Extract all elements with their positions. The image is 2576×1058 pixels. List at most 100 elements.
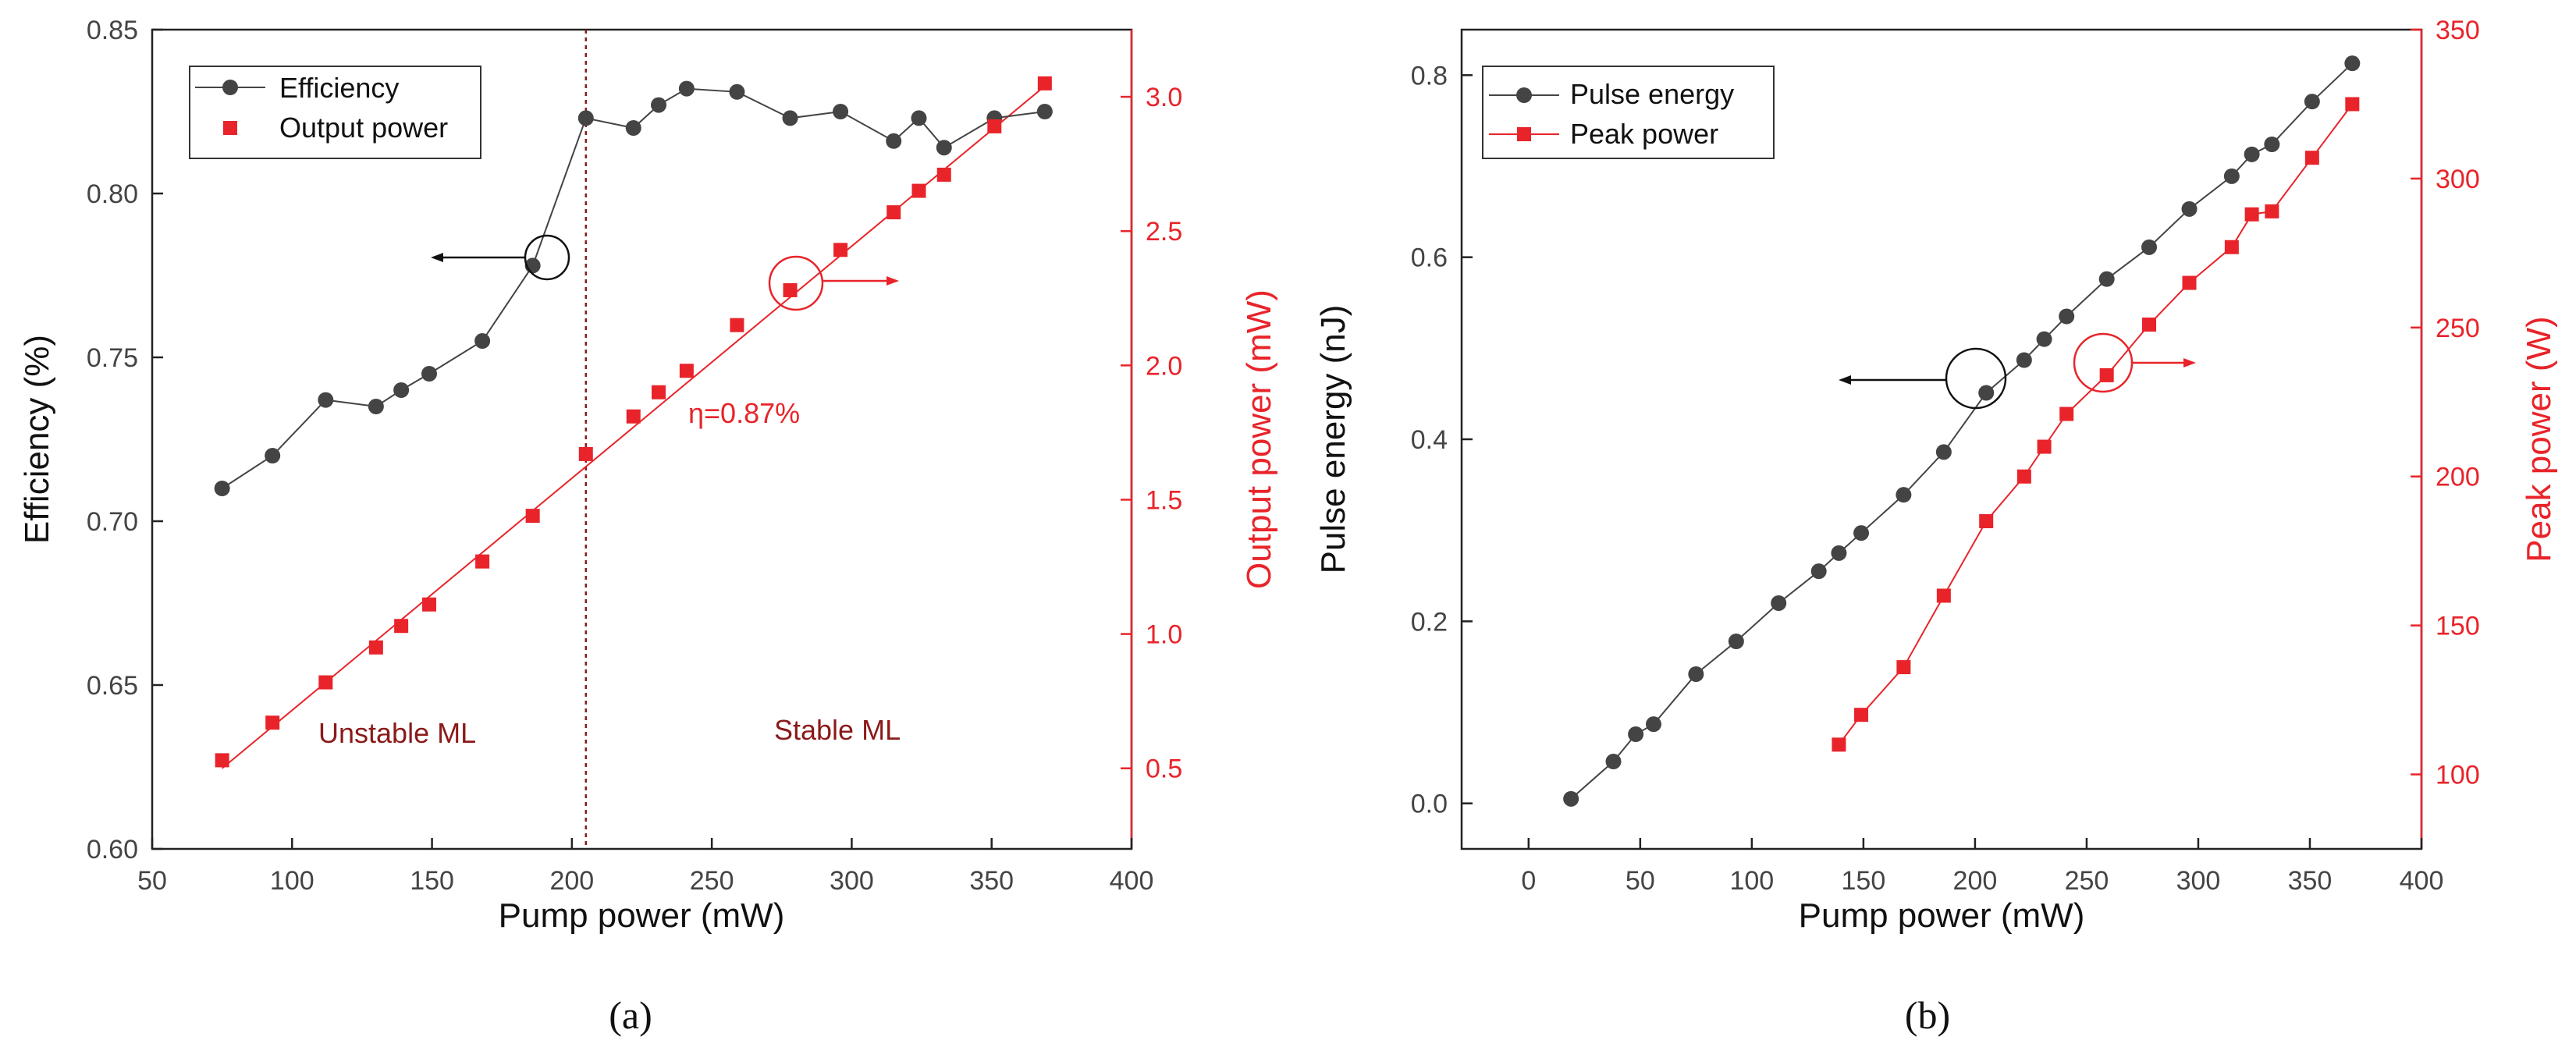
- data-point-output-power: [987, 119, 1002, 133]
- panel-b-y-ticks: 0.0 0.2 0.4 0.6 0.8: [1411, 61, 1473, 819]
- panel-a-legend-box: [189, 66, 481, 159]
- data-point-output-power: [578, 446, 593, 461]
- panel-a-efficiency-marker-circle: [524, 234, 570, 281]
- panel-b-left-arrow-head: [1839, 375, 1851, 385]
- data-point-pulse-energy: [1831, 545, 1847, 561]
- data-point-peak-power: [1854, 708, 1869, 722]
- x-tick-label: 50: [1626, 866, 1655, 896]
- data-point-pulse-energy: [2098, 271, 2115, 287]
- panel-a-y-axis-title: Efficiency (%): [18, 335, 56, 544]
- data-point-pulse-energy: [2223, 168, 2240, 184]
- data-point-pulse-energy: [1978, 385, 1995, 401]
- y2-tick-label: 100: [2436, 761, 2480, 790]
- panel-b-legend-box: [1482, 66, 1775, 159]
- data-point-pulse-energy: [1771, 595, 1787, 611]
- panel-b-caption: (b): [1905, 993, 1950, 1037]
- data-point-efficiency: [911, 110, 927, 126]
- data-point-efficiency: [474, 333, 491, 349]
- x-tick-label: 150: [1842, 866, 1886, 896]
- data-point-output-power: [368, 640, 383, 655]
- x-tick-label: 100: [1729, 866, 1774, 896]
- x-tick-label: 0: [1521, 866, 1536, 896]
- y2-tick-label: 1.5: [1146, 485, 1182, 515]
- y2-tick-label: 300: [2436, 165, 2480, 194]
- data-point-output-power: [730, 318, 744, 332]
- data-point-efficiency: [678, 80, 695, 97]
- data-point-pulse-energy: [2059, 308, 2075, 325]
- x-tick-label: 350: [969, 866, 1014, 896]
- panel-b-series: [1563, 55, 2361, 807]
- panel-a-legend-efficiency-label: Efficiency: [279, 72, 399, 104]
- data-point-efficiency: [651, 97, 667, 113]
- data-point-pulse-energy: [1605, 754, 1622, 769]
- data-point-peak-power: [2059, 407, 2074, 421]
- y-tick-label: 0.60: [87, 835, 138, 865]
- panel-b-y2-axis-title: Peak power (W): [2520, 316, 2558, 562]
- data-point-efficiency: [833, 104, 849, 119]
- data-point-pulse-energy: [2181, 201, 2198, 217]
- data-point-peak-power: [2304, 151, 2319, 165]
- y2-tick-label: 350: [2436, 16, 2480, 45]
- y-tick-label: 0.8: [1411, 61, 1448, 91]
- data-point-pulse-energy: [1853, 525, 1870, 541]
- data-point-efficiency: [393, 382, 410, 398]
- data-point-pulse-energy: [2016, 352, 2032, 368]
- data-point-peak-power: [2244, 207, 2259, 222]
- y-tick-label: 0.75: [87, 343, 138, 373]
- y2-tick-label: 200: [2436, 463, 2480, 492]
- panel-a: 50 100 150 200 250 300 350 400 0.60 0.65 0.70 0.75…: [18, 16, 1278, 1037]
- data-point-pulse-energy: [1935, 444, 1952, 460]
- data-point-output-power: [421, 597, 436, 612]
- data-point-output-power: [1037, 76, 1052, 91]
- data-point-peak-power: [2345, 97, 2360, 112]
- panel-a-legend-output-label: Output power: [279, 112, 448, 144]
- panel-b-x-ticks: 0 50 100 150 200 250 300 350 400: [1521, 838, 2443, 896]
- y2-tick-label: 250: [2436, 314, 2480, 343]
- data-point-pulse-energy: [1810, 563, 1827, 580]
- data-point-efficiency: [421, 366, 437, 382]
- panel-a-legend: Efficiency Output power: [189, 66, 481, 159]
- x-tick-label: 350: [2288, 866, 2333, 896]
- panel-b-legend-peak-marker: [1517, 127, 1531, 141]
- data-point-efficiency: [1036, 104, 1053, 119]
- x-tick-label: 100: [270, 866, 314, 896]
- panel-a-y2-axis-title: Output power (mW): [1240, 289, 1278, 589]
- y-tick-label: 0.0: [1411, 790, 1448, 819]
- panel-b-legend-energy-label: Pulse energy: [1570, 78, 1734, 110]
- data-point-efficiency: [368, 399, 384, 414]
- panel-b-y-axis-title: Pulse energy (nJ): [1314, 305, 1352, 574]
- data-point-pulse-energy: [2344, 55, 2361, 72]
- x-tick-label: 400: [1110, 866, 1154, 896]
- panel-a-stable-label: Stable ML: [774, 714, 901, 746]
- x-tick-label: 50: [137, 866, 167, 896]
- data-point-output-power: [911, 183, 926, 198]
- data-point-peak-power: [2037, 439, 2052, 454]
- x-tick-label: 250: [2065, 866, 2109, 896]
- panel-a-series: [214, 76, 1053, 768]
- data-point-pulse-energy: [1688, 666, 1704, 682]
- data-point-output-power: [394, 619, 409, 634]
- y2-tick-label: 150: [2436, 612, 2480, 641]
- y-tick-label: 0.6: [1411, 243, 1448, 273]
- panel-a-caption: (a): [609, 993, 652, 1037]
- x-tick-label: 300: [2176, 866, 2221, 896]
- panel-b-energy-marker-circle: [1945, 347, 2007, 410]
- data-point-pulse-energy: [2304, 94, 2320, 110]
- data-point-efficiency: [936, 140, 952, 156]
- y-tick-label: 0.65: [87, 671, 138, 701]
- data-point-efficiency: [625, 120, 641, 136]
- data-point-pulse-energy: [2264, 137, 2280, 152]
- data-point-output-power: [525, 509, 540, 524]
- data-point-pulse-energy: [2036, 331, 2052, 347]
- panel-a-y2-ticks: 0.5 1.0 1.5 2.0 2.5 3.0: [1121, 83, 1182, 784]
- panel-b-y2-ticks: 100 150 200 250 300 350: [2411, 16, 2480, 790]
- data-point-pulse-energy: [1628, 726, 1644, 742]
- panel-a-x-axis-title: Pump power (mW): [499, 896, 785, 935]
- x-tick-label: 400: [2400, 866, 2444, 896]
- x-tick-label: 200: [549, 866, 594, 896]
- panel-b-legend-energy-marker: [1516, 87, 1532, 103]
- data-point-peak-power: [2182, 275, 2197, 290]
- y-tick-label: 0.85: [87, 16, 138, 45]
- panel-b-legend-peak-label: Peak power: [1570, 118, 1718, 150]
- data-point-output-power: [318, 675, 333, 690]
